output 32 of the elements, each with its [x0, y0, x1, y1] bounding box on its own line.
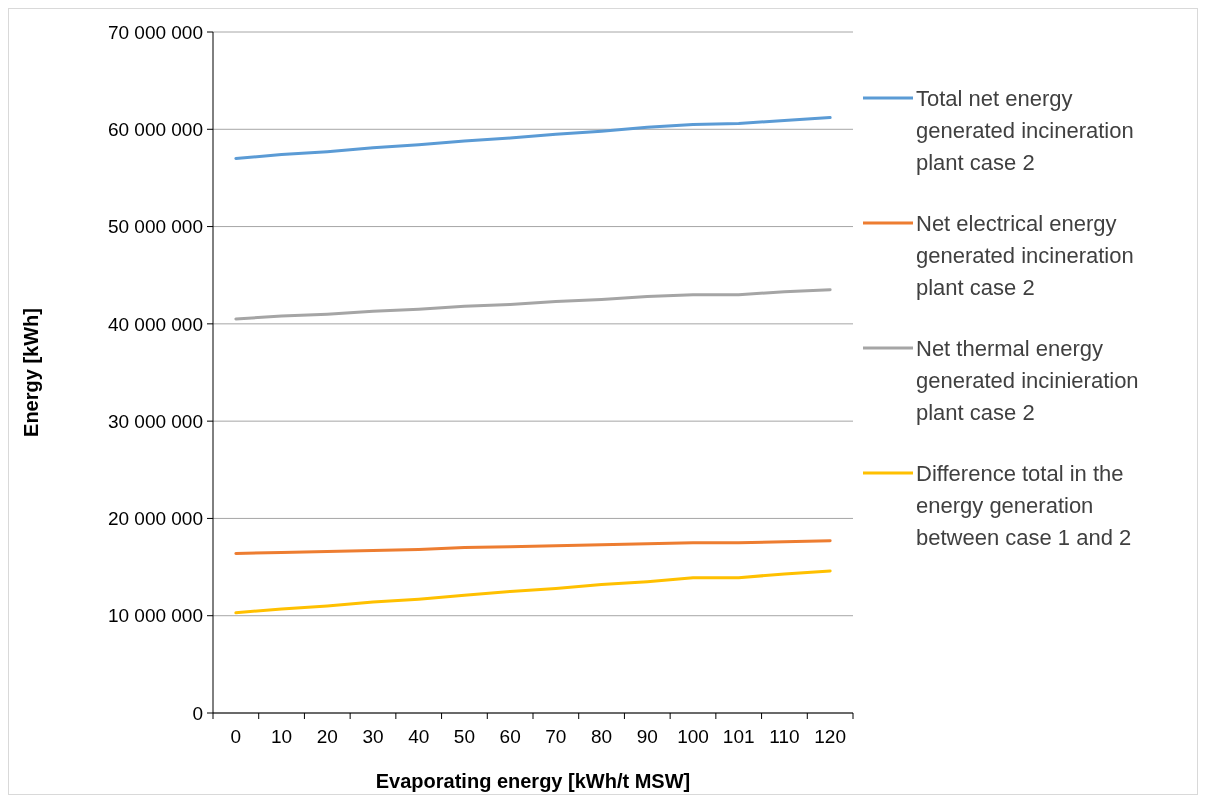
x-tick-label: 10: [271, 726, 293, 747]
x-tick-label: 90: [636, 726, 658, 747]
y-tick-label: 50 000 000: [107, 216, 203, 238]
x-tick-label: 120: [814, 726, 846, 747]
x-tick-label: 30: [362, 726, 384, 747]
legend-label: Difference total in the energy generation between case 1 and 2: [916, 461, 1132, 550]
y-tick-label: 60 000 000: [107, 118, 203, 140]
line-series: [234, 539, 832, 555]
x-tick-label: 40: [408, 726, 430, 747]
line-series: [234, 288, 832, 321]
x-tick-label: 110: [769, 726, 800, 747]
legend-label: Net thermal energy generated incinieration plant case 2: [916, 336, 1139, 425]
x-tick-label: 101: [722, 726, 755, 747]
y-tick-label: 30 000 000: [107, 410, 203, 432]
y-tick-label: 20 000 000: [107, 508, 203, 530]
x-tick-label: 0: [230, 726, 242, 747]
x-tick-label: 100: [677, 726, 709, 747]
y-tick-label: 40 000 000: [107, 313, 203, 335]
legend-label: Total net energy generated incineration plant case 2: [916, 86, 1134, 175]
y-axis-title: Energy [kWh]: [20, 308, 42, 437]
x-axis-title: Evaporating energy [kWh/t MSW]: [375, 770, 691, 792]
legend-label: Net electrical energy generated incineration plant case 2: [916, 211, 1134, 300]
y-tick-label: 10 000 000: [107, 605, 203, 627]
x-tick-label: 20: [316, 726, 338, 747]
y-tick-label: 70 000 000: [107, 21, 203, 43]
line-series: [234, 569, 832, 615]
x-tick-label: 50: [453, 726, 475, 747]
x-tick-label: 60: [499, 726, 521, 747]
x-tick-label: 70: [545, 726, 567, 747]
y-tick-label: 0: [192, 702, 203, 724]
line-series: [234, 116, 832, 160]
x-tick-label: 80: [591, 726, 613, 747]
